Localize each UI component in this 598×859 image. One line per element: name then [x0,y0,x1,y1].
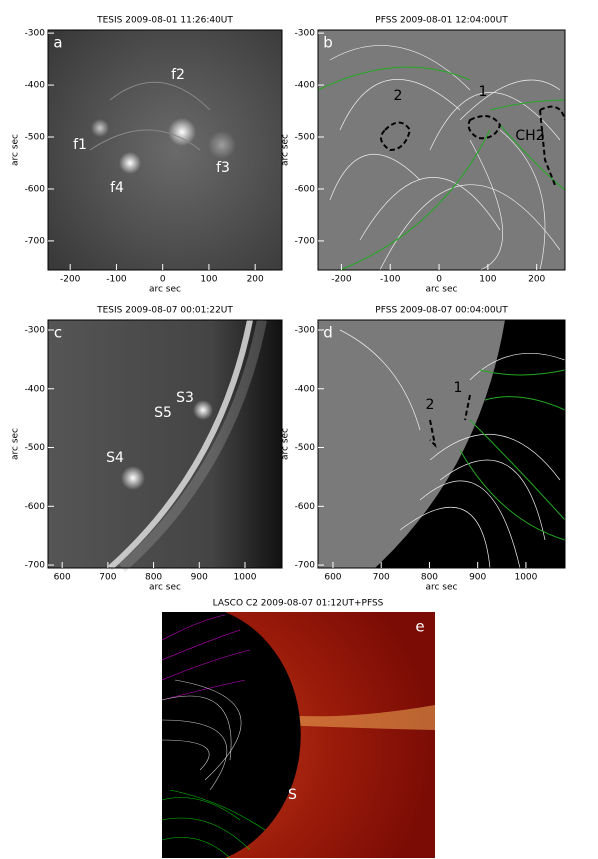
y-tick-label: -500 [25,133,46,143]
y-tick-label: -400 [295,384,316,394]
x-tick-label: 700 [373,573,390,583]
x-axis-label: arc sec [425,285,457,295]
image-c [48,319,282,572]
panel-title: PFSS 2009-08-07 00:04:00UT [375,306,508,316]
panel-frame [47,29,283,271]
x-tick-label: 900 [469,573,486,583]
y-tick-label: -500 [25,443,46,453]
x-tick-label: -200 [60,275,81,285]
y-tick-label: -400 [25,384,46,394]
y-tick-label: -500 [295,443,316,453]
x-tick-label: 1000 [514,573,537,583]
annotation: S4 [106,450,124,466]
panel-letter: d [323,324,333,342]
panel-letter: e [415,618,424,636]
x-tick-label: 900 [191,573,208,583]
x-tick-label: 200 [247,275,264,285]
annotation: S3 [176,390,194,406]
x-tick-label: 0 [160,275,166,285]
y-tick-label: -400 [295,81,316,91]
image-d [318,320,565,568]
y-tick-label: -300 [295,325,316,335]
x-tick-label: -100 [106,275,127,285]
y-tick-label: -700 [295,561,316,571]
annotation: f3 [216,160,230,176]
x-tick-label: 800 [421,573,438,583]
y-axis-label: arc sec [11,428,21,460]
y-tick-label: -700 [25,561,46,571]
annotation: 1 [479,84,488,100]
panel-letter: c [54,324,62,342]
annotation: 2 [394,88,403,104]
x-tick-label: 600 [54,573,71,583]
annotation: CH2 [515,128,544,144]
y-axis-label: arc sec [281,428,291,460]
annotation: f4 [110,180,124,196]
x-tick-label: 800 [145,573,162,583]
y-tick-label: -300 [25,325,46,335]
panel-title: LASCO C2 2009-08-07 01:12UT+PFSS [213,599,384,609]
image-b [318,30,565,270]
x-tick-label: 100 [200,275,217,285]
panel-frame [317,29,566,271]
annotation: S5 [154,405,172,421]
x-tick-label: -200 [331,275,352,285]
x-tick-label: 1000 [234,573,257,583]
panel-title: TESIS 2009-08-01 11:26:40UT [96,16,233,26]
annotation: f2 [171,67,185,83]
x-tick-label: 700 [99,573,116,583]
y-tick-label: -600 [295,502,316,512]
annotation: f1 [73,137,87,153]
y-tick-label: -600 [25,184,46,194]
y-tick-label: -700 [295,236,316,246]
x-axis-label: arc sec [425,583,457,593]
y-tick-label: -400 [25,81,46,91]
annotation: 1 [454,380,463,396]
panel-frame [317,319,566,569]
y-tick-label: -500 [295,133,316,143]
x-axis-label: arc sec [149,583,181,593]
x-tick-label: 100 [479,275,496,285]
y-tick-label: -300 [25,29,46,39]
x-tick-label: 0 [436,275,442,285]
panel-title: PFSS 2009-08-01 12:04:00UT [375,16,508,26]
x-axis-label: arc sec [149,285,181,295]
panel-letter: b [323,34,333,52]
x-tick-label: 600 [324,573,341,583]
panel-letter: a [53,34,62,52]
y-tick-label: -300 [295,29,316,39]
image-e [162,612,435,858]
annotation: 2 [426,397,435,413]
y-tick-label: -600 [295,184,316,194]
x-tick-label: -100 [380,275,401,285]
panel-title: TESIS 2009-08-07 00:01:22UT [96,306,233,316]
annotation: S [288,787,297,803]
y-tick-label: -700 [25,236,46,246]
image-a [48,30,282,270]
y-tick-label: -600 [25,502,46,512]
panel-frame [47,319,283,569]
y-axis-label: arc sec [11,134,21,166]
x-tick-label: 200 [528,275,545,285]
y-axis-label: arc sec [281,134,291,166]
